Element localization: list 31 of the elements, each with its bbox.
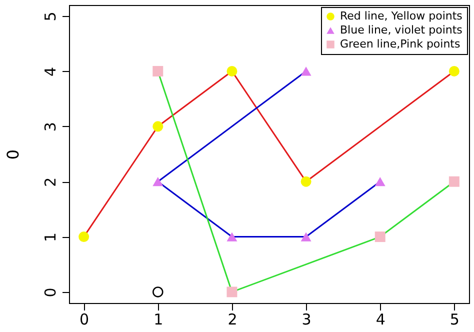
x-tick-label: 3 [302,310,312,328]
y-tick-label: 1 [42,232,60,242]
point [152,121,164,132]
point [226,66,238,76]
point [152,286,164,298]
legend-label: Blue line, violet points [340,24,463,36]
point [300,66,312,76]
point [448,66,460,76]
point [300,232,312,242]
y-tick-label: 4 [42,66,60,76]
point [226,286,238,298]
x-tick-label: 4 [376,310,386,328]
x-tick-label: 0 [80,310,90,328]
y-tick-label: 0 [42,288,60,298]
x-tick-label: 5 [450,310,460,328]
point [300,176,312,187]
point [78,232,90,242]
y-tick-label: 5 [42,12,60,22]
point [152,177,164,186]
y-axis-title: 0 [4,149,22,160]
point [374,232,386,242]
legend-label: Green line,Pink points [340,38,460,50]
y-tick-label: 2 [42,177,60,187]
x-tick-label: 2 [228,310,238,328]
point [448,176,460,187]
y-tick-label: 3 [42,122,60,132]
point [374,177,386,186]
x-tick-label: 1 [154,310,164,328]
legend-label: Red line, Yellow points [340,10,463,22]
point [226,232,238,242]
point [152,66,164,76]
